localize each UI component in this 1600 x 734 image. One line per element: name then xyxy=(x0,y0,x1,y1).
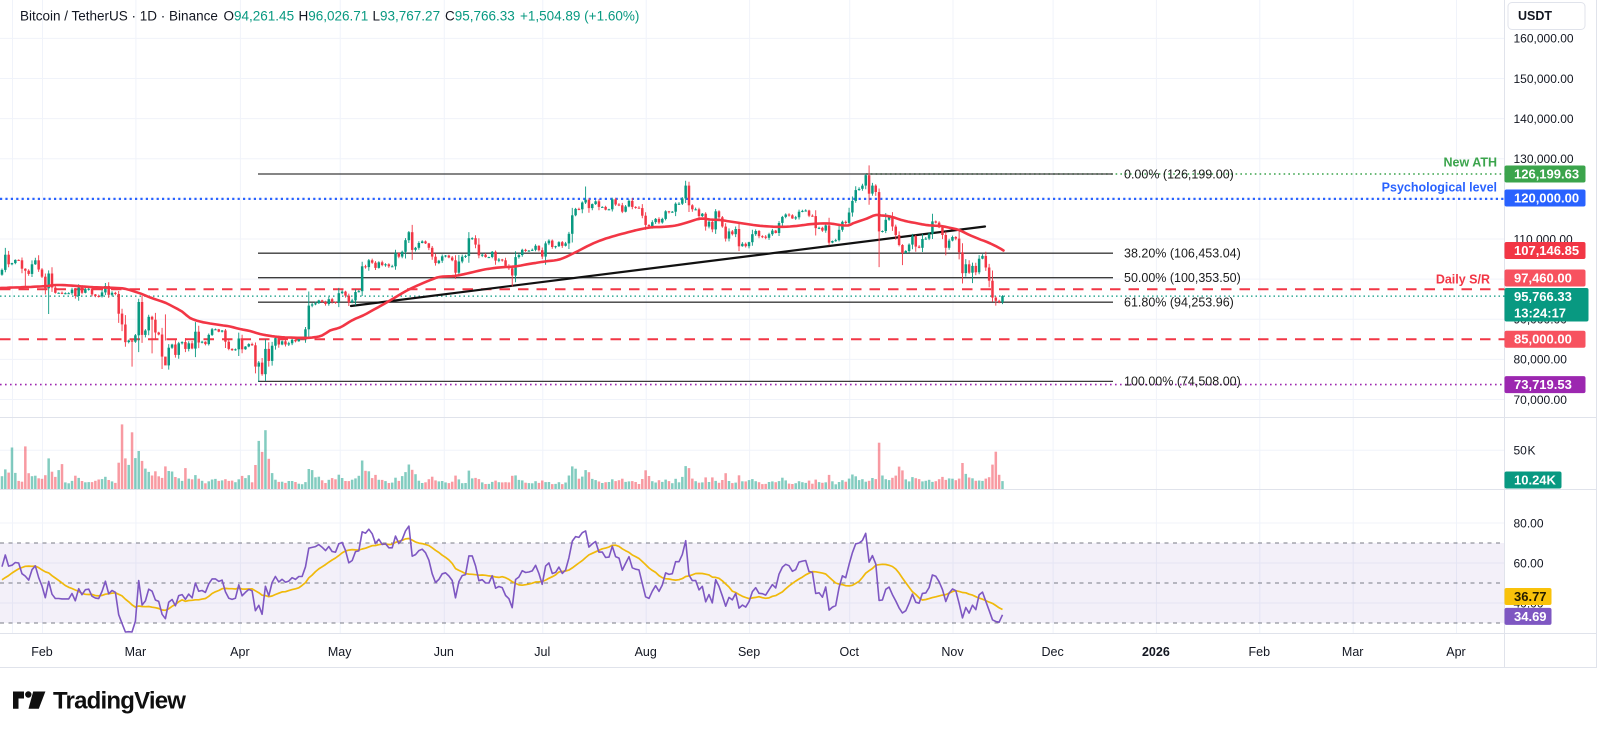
svg-text:Feb: Feb xyxy=(1249,645,1271,659)
svg-text:95,766.33: 95,766.33 xyxy=(1514,289,1572,304)
svg-text:13:24:17: 13:24:17 xyxy=(1514,306,1566,321)
svg-text:140,000.00: 140,000.00 xyxy=(1514,112,1574,126)
svg-text:Feb: Feb xyxy=(31,645,53,659)
svg-text:50: 50 xyxy=(1514,444,1528,458)
svg-text:Aug: Aug xyxy=(635,645,657,659)
svg-text:TradingView: TradingView xyxy=(53,688,186,715)
svg-text:Sep: Sep xyxy=(738,645,760,659)
svg-text:107,146.85: 107,146.85 xyxy=(1514,243,1579,258)
svg-text:126,199.63: 126,199.63 xyxy=(1514,166,1579,181)
svg-text:H96,026.71: H96,026.71 xyxy=(299,9,369,24)
svg-text:Mar: Mar xyxy=(1342,645,1364,659)
svg-text:36.77: 36.77 xyxy=(1514,589,1547,604)
svg-text:Oct: Oct xyxy=(839,645,859,659)
svg-text:L93,767.27: L93,767.27 xyxy=(373,9,441,24)
svg-text:Psychological level: Psychological level xyxy=(1382,181,1497,195)
svg-text:New ATH: New ATH xyxy=(1444,156,1497,170)
svg-text:C95,766.33: C95,766.33 xyxy=(445,9,515,24)
svg-text:160,000.00: 160,000.00 xyxy=(1514,32,1574,46)
svg-text:Apr: Apr xyxy=(1446,645,1465,659)
svg-text:Apr: Apr xyxy=(230,645,249,659)
svg-text:Daily S/R: Daily S/R xyxy=(1436,273,1490,287)
svg-text:61.80% (94,253.96): 61.80% (94,253.96) xyxy=(1124,296,1234,310)
svg-text:2026: 2026 xyxy=(1142,645,1170,659)
svg-text:38.20% (106,453.04): 38.20% (106,453.04) xyxy=(1124,247,1241,261)
svg-text:85,000.00: 85,000.00 xyxy=(1514,332,1572,347)
svg-text:34.69: 34.69 xyxy=(1514,609,1547,624)
svg-text:Bitcoin / TetherUS · 1D · Bina: Bitcoin / TetherUS · 1D · Binance xyxy=(20,9,218,24)
svg-text:May: May xyxy=(328,645,352,659)
svg-text:60.00: 60.00 xyxy=(1514,556,1544,570)
svg-text:80.00: 80.00 xyxy=(1514,516,1544,530)
svg-text:Nov: Nov xyxy=(941,645,964,659)
svg-text:Jul: Jul xyxy=(534,645,550,659)
svg-text:Jun: Jun xyxy=(434,645,454,659)
svg-text:10.24K: 10.24K xyxy=(1514,472,1557,487)
svg-text:USDT: USDT xyxy=(1518,9,1552,23)
svg-text:100.00% (74,508.00): 100.00% (74,508.00) xyxy=(1124,375,1241,389)
svg-text:120,000.00: 120,000.00 xyxy=(1514,190,1579,205)
svg-text:50.00% (100,353.50): 50.00% (100,353.50) xyxy=(1124,271,1241,285)
svg-text:80,000.00: 80,000.00 xyxy=(1514,353,1568,367)
svg-text:150,000.00: 150,000.00 xyxy=(1514,72,1574,86)
svg-text:73,719.53: 73,719.53 xyxy=(1514,377,1572,392)
svg-text:Dec: Dec xyxy=(1041,645,1063,659)
svg-text:130,000.00: 130,000.00 xyxy=(1514,152,1574,166)
svg-text:+1,504.89 (+1.60%): +1,504.89 (+1.60%) xyxy=(520,9,639,24)
svg-text:0.00% (126,199.00): 0.00% (126,199.00) xyxy=(1124,167,1234,181)
svg-text:97,460.00: 97,460.00 xyxy=(1514,270,1572,285)
svg-text:70,000.00: 70,000.00 xyxy=(1514,393,1568,407)
svg-text:Mar: Mar xyxy=(125,645,147,659)
svg-text:O94,261.45: O94,261.45 xyxy=(224,9,295,24)
svg-text:K: K xyxy=(1528,444,1536,458)
